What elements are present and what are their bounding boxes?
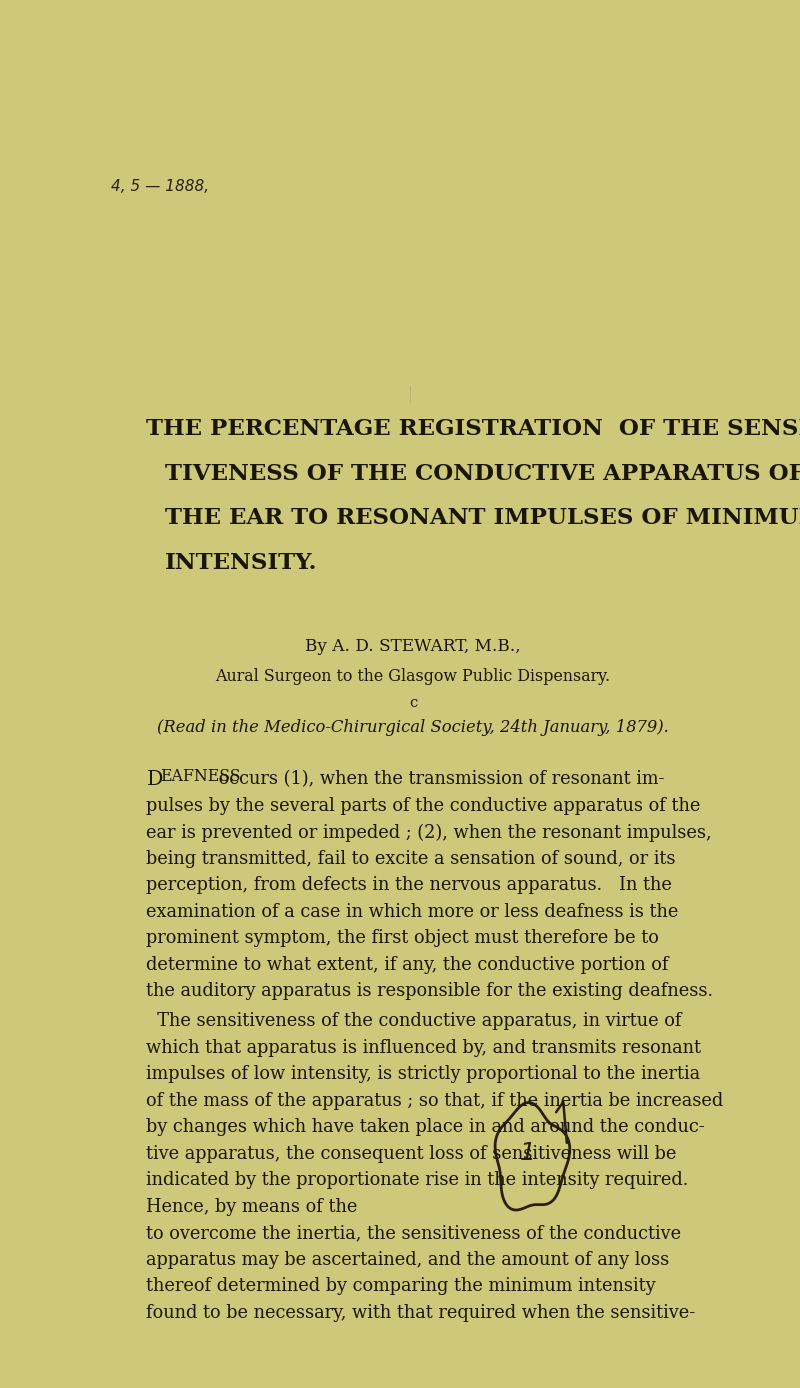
Text: determine to what extent, if any, the conductive portion of: determine to what extent, if any, the co… — [146, 956, 669, 974]
Text: examination of a case in which more or less deafness is the: examination of a case in which more or l… — [146, 904, 679, 920]
Text: Aural Surgeon to the Glasgow Public Dispensary.: Aural Surgeon to the Glasgow Public Disp… — [215, 668, 610, 684]
Text: the auditory apparatus is responsible for the existing deafness.: the auditory apparatus is responsible fo… — [146, 983, 714, 1001]
Text: ear is prevented or impeded ; (2), when the resonant impulses,: ear is prevented or impeded ; (2), when … — [146, 823, 712, 841]
Text: The sensitiveness of the conductive apparatus, in virtue of: The sensitiveness of the conductive appa… — [146, 1012, 682, 1030]
Text: to overcome the inertia, the sensitiveness of the conductive: to overcome the inertia, the sensitivene… — [146, 1224, 682, 1242]
Text: indicated by the proportionate rise in the intensity required.: indicated by the proportionate rise in t… — [146, 1171, 689, 1190]
Text: Hence, by means of the: Hence, by means of the — [146, 1198, 363, 1216]
Text: pulses by the several parts of the conductive apparatus of the: pulses by the several parts of the condu… — [146, 797, 701, 815]
Text: 4, 5 — 1888,: 4, 5 — 1888, — [111, 179, 210, 194]
Text: INTENSITY.: INTENSITY. — [165, 552, 318, 575]
Text: impulses of low intensity, is strictly proportional to the inertia: impulses of low intensity, is strictly p… — [146, 1065, 701, 1083]
Text: by changes which have taken place in and around the conduc-: by changes which have taken place in and… — [146, 1119, 706, 1137]
Text: found to be necessary, with that required when the sensitive-: found to be necessary, with that require… — [146, 1303, 696, 1321]
Text: TIVENESS OF THE CONDUCTIVE APPARATUS OF: TIVENESS OF THE CONDUCTIVE APPARATUS OF — [165, 462, 800, 484]
Text: apparatus may be ascertained, and the amount of any loss: apparatus may be ascertained, and the am… — [146, 1251, 670, 1269]
Text: 1: 1 — [520, 1141, 536, 1165]
Text: perception, from defects in the nervous apparatus.   In the: perception, from defects in the nervous … — [146, 876, 672, 894]
Text: being transmitted, fail to excite a sensation of sound, or its: being transmitted, fail to excite a sens… — [146, 849, 676, 868]
Text: THE EAR TO RESONANT IMPULSES OF MINIMUM: THE EAR TO RESONANT IMPULSES OF MINIMUM — [165, 508, 800, 529]
Text: of the mass of the apparatus ; so that, if the inertia be increased: of the mass of the apparatus ; so that, … — [146, 1092, 724, 1109]
Text: By A. D. STEWART, M.B.,: By A. D. STEWART, M.B., — [306, 638, 521, 655]
Text: prominent symptom, the first object must therefore be to: prominent symptom, the first object must… — [146, 930, 659, 948]
Text: EAFNESS: EAFNESS — [160, 769, 241, 786]
Text: THE PERCENTAGE REGISTRATION  OF THE SENSI-: THE PERCENTAGE REGISTRATION OF THE SENSI… — [146, 418, 800, 440]
Text: D: D — [146, 770, 163, 790]
Text: c: c — [409, 695, 418, 709]
Text: occurs (1), when the transmission of resonant im-: occurs (1), when the transmission of res… — [214, 770, 665, 788]
Text: thereof determined by comparing the minimum intensity: thereof determined by comparing the mini… — [146, 1277, 656, 1295]
Text: which that apparatus is influenced by, and transmits resonant: which that apparatus is influenced by, a… — [146, 1038, 702, 1056]
Text: tive apparatus, the consequent loss of sensitiveness will be: tive apparatus, the consequent loss of s… — [146, 1145, 677, 1163]
Text: (Read in the Medico-Chirurgical Society, 24th January, 1879).: (Read in the Medico-Chirurgical Society,… — [157, 719, 669, 736]
